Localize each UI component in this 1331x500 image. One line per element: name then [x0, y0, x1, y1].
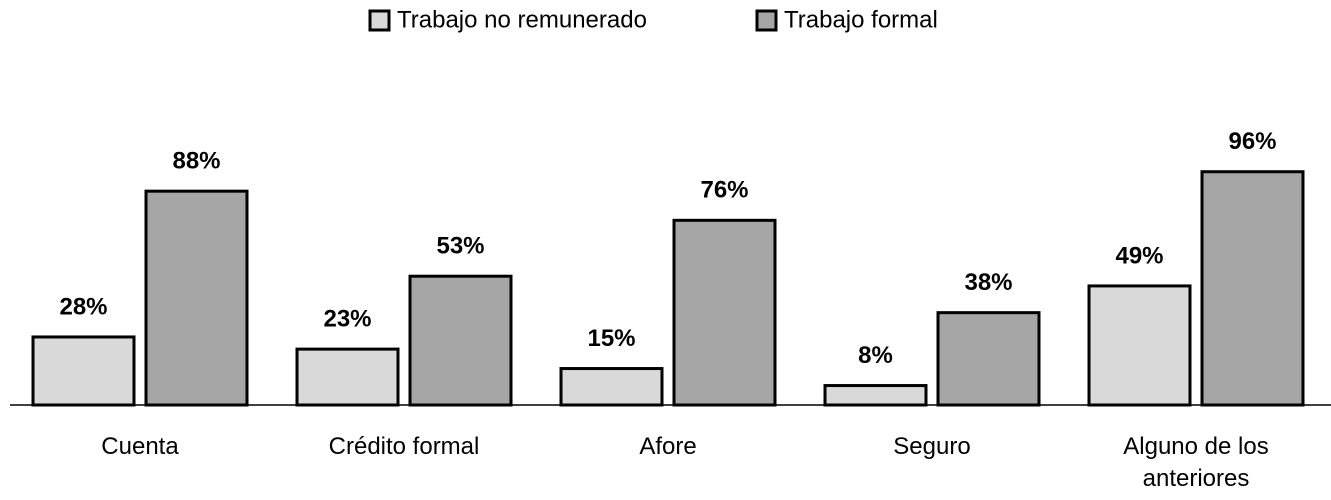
x-tick-label: Afore	[639, 433, 697, 460]
bar	[31, 335, 136, 407]
legend-label: Trabajo formal	[784, 6, 938, 33]
bar	[672, 218, 777, 407]
value-label: 15%	[587, 325, 635, 352]
value-label: 96%	[1228, 128, 1276, 155]
bar	[1087, 284, 1192, 407]
legend-label: Trabajo no remunerado	[397, 6, 647, 33]
bar	[823, 384, 928, 407]
value-label: 88%	[172, 148, 220, 175]
x-tick-label: Alguno de los anteriores	[1123, 433, 1269, 492]
bar	[144, 189, 249, 407]
value-label: 53%	[436, 233, 484, 260]
legend-swatch	[755, 9, 778, 32]
x-tick-label: Cuenta	[101, 433, 179, 460]
value-label: 23%	[323, 305, 371, 332]
bar	[936, 311, 1041, 407]
legend-swatch	[368, 9, 391, 32]
x-tick-label: Crédito formal	[328, 433, 480, 460]
value-label: 28%	[59, 293, 107, 320]
bar	[408, 274, 513, 407]
value-label: 8%	[858, 342, 893, 369]
bar	[295, 347, 400, 407]
value-label: 38%	[964, 269, 1012, 296]
value-label: 49%	[1115, 242, 1163, 269]
x-tick-label: Seguro	[893, 433, 971, 460]
bar	[1200, 170, 1305, 407]
bar	[559, 367, 664, 407]
value-label: 76%	[700, 177, 748, 204]
